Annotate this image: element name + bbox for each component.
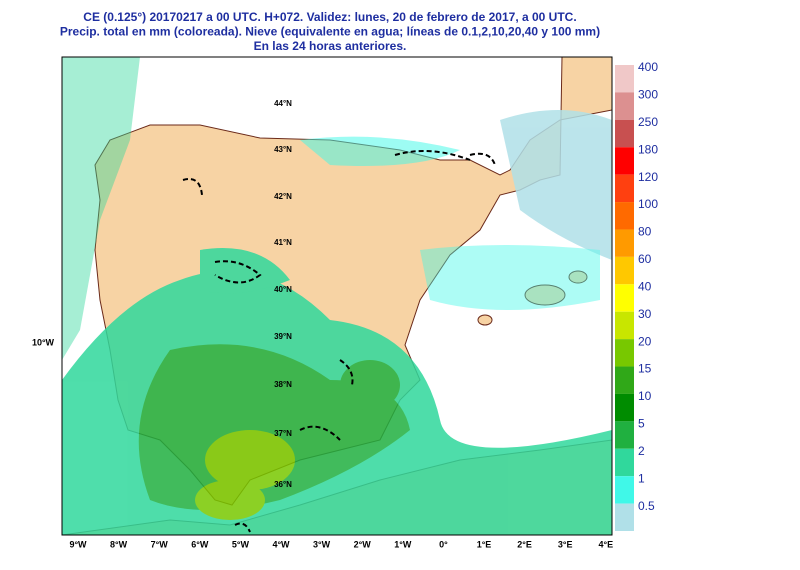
colorbar-label: 20 <box>638 334 652 348</box>
colorbar-swatch <box>615 421 634 449</box>
longitude-label: 7°W <box>151 539 169 549</box>
longitude-label: 0° <box>439 539 448 549</box>
colorbar-swatch <box>615 174 634 203</box>
longitude-label: 3°W <box>313 539 331 549</box>
colorbar-swatch <box>615 339 634 367</box>
latitude-label: 40°N <box>274 285 292 294</box>
map: 44°N 43°N 42°N 41°N 40°N 39°N 38°N 37°N 36°N <box>62 57 612 535</box>
header-line: En las 24 horas anteriores. <box>254 39 407 53</box>
longitude-label: 8°W <box>110 539 128 549</box>
colorbar-swatch <box>615 393 634 422</box>
colorbar-swatch <box>615 92 634 120</box>
colorbar-swatch <box>615 65 634 93</box>
colorbar-label: 2 <box>638 444 645 458</box>
colorbar-swatch <box>615 256 634 285</box>
longitude-label: 3°E <box>558 539 573 549</box>
colorbar-swatch <box>615 229 634 257</box>
colorbar-label: 10 <box>638 389 652 403</box>
colorbar-label: 400 <box>638 60 658 74</box>
latitude-label: 43°N <box>274 145 292 154</box>
longitude-label: 1°E <box>477 539 492 549</box>
latitude-label: 37°N <box>274 429 292 438</box>
colorbar-swatch <box>615 311 634 340</box>
colorbar-label: 250 <box>638 115 658 129</box>
latitude-label: 38°N <box>274 380 292 389</box>
longitude-label: 2°E <box>517 539 532 549</box>
colorbar-label: 180 <box>638 142 658 156</box>
colorbar-label: 15 <box>638 362 652 376</box>
longitude-label: 4°W <box>272 539 290 549</box>
latitude-label: 39°N <box>274 332 292 341</box>
latitude-label: 41°N <box>274 238 292 247</box>
map-frame <box>61 56 613 536</box>
colorbar: 400 300 250 180 120 100 80 60 40 30 20 15 10 5 2 1 0.5 <box>615 60 658 531</box>
longitude-label: 4°E <box>598 539 613 549</box>
colorbar-swatch <box>615 366 634 394</box>
colorbar-swatch <box>615 476 634 504</box>
colorbar-swatch <box>615 202 634 230</box>
colorbar-label: 60 <box>638 252 652 266</box>
colorbar-label: 300 <box>638 88 658 102</box>
side-label: 10°W <box>32 337 55 347</box>
longitude-label: 9°W <box>69 539 87 549</box>
header-line: CE (0.125°) 20170217 a 00 UTC. H+072. Va… <box>83 10 576 24</box>
longitude-label: 2°W <box>354 539 372 549</box>
colorbar-label: 30 <box>638 307 652 321</box>
colorbar-swatch <box>615 147 634 175</box>
colorbar-swatch <box>615 448 634 477</box>
colorbar-label: 80 <box>638 225 652 239</box>
colorbar-label: 120 <box>638 170 658 184</box>
latitude-label: 42°N <box>274 192 292 201</box>
longitude-label: 5°W <box>232 539 250 549</box>
colorbar-label: 5 <box>638 417 645 431</box>
latitude-label: 36°N <box>274 480 292 489</box>
colorbar-label: 1 <box>638 471 645 485</box>
colorbar-swatch <box>615 119 634 148</box>
longitude-label: 1°W <box>394 539 412 549</box>
colorbar-label: 0.5 <box>638 499 655 513</box>
header: CE (0.125°) 20170217 a 00 UTC. H+072. Va… <box>60 10 600 53</box>
colorbar-label: 40 <box>638 279 652 293</box>
colorbar-swatch <box>615 284 634 312</box>
longitude-label: 6°W <box>191 539 209 549</box>
colorbar-swatch <box>615 503 634 531</box>
colorbar-label: 100 <box>638 197 658 211</box>
header-line: Precip. total en mm (coloreada). Nieve (… <box>60 25 600 39</box>
latitude-label: 44°N <box>274 99 292 108</box>
